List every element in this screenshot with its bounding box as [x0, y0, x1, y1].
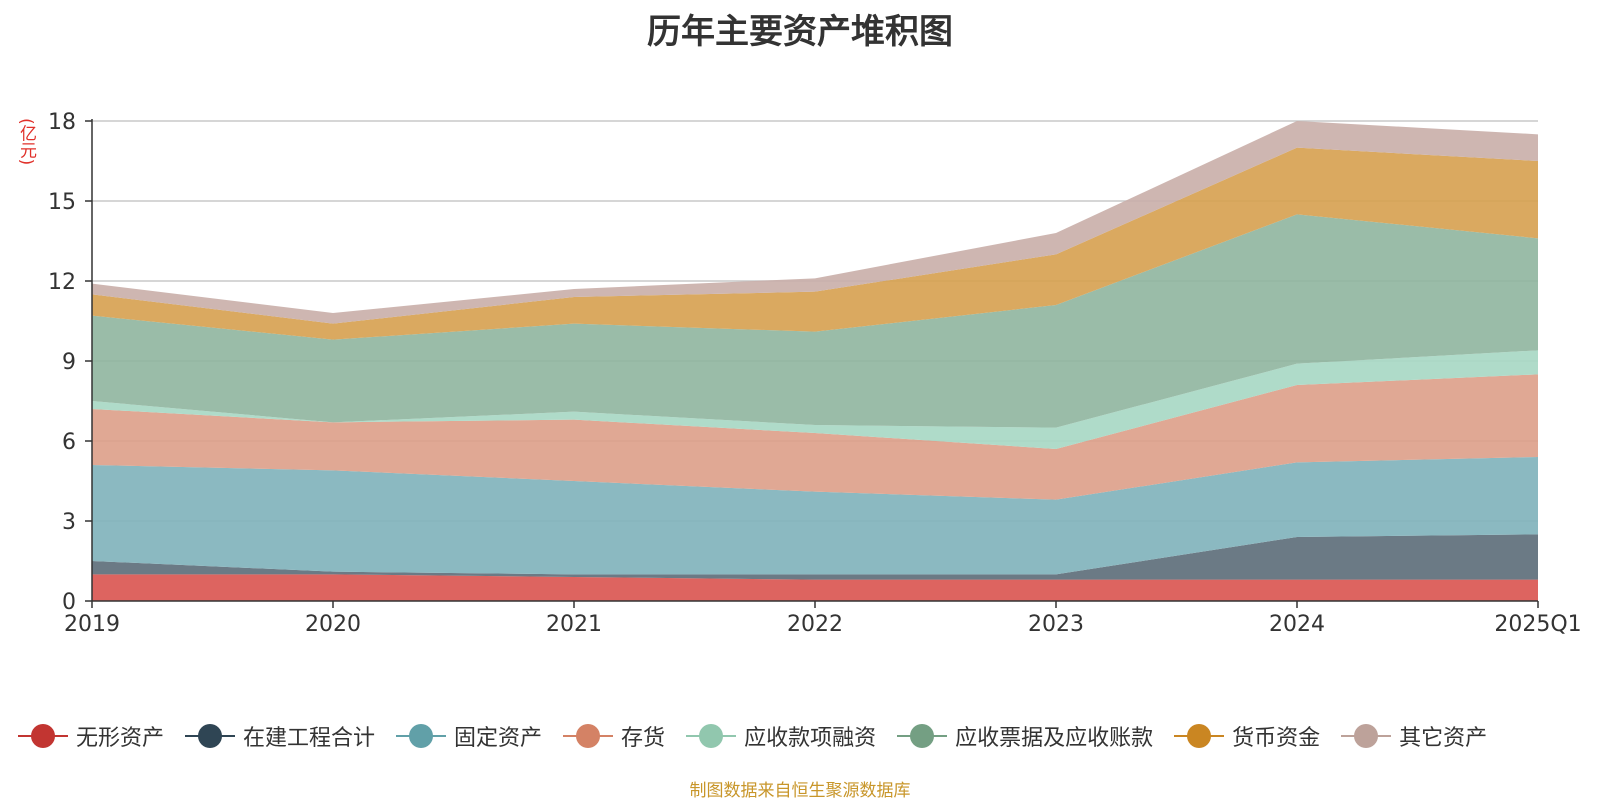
x-tick-label: 2023 — [1028, 612, 1084, 637]
area-series-6[interactable] — [92, 214, 1538, 428]
y-axis-unit: (亿元) — [16, 118, 36, 166]
legend-label: 无形资产 — [76, 726, 165, 751]
legend-label: 在建工程合计 — [243, 726, 376, 751]
legend-label: 固定资产 — [454, 726, 543, 751]
area-series — [92, 121, 1538, 601]
legend-label: 其它资产 — [1399, 726, 1488, 751]
x-tick-label: 2024 — [1269, 612, 1325, 637]
area-series-7[interactable] — [92, 147, 1538, 340]
legend-item-6[interactable]: 应收票据及应收账款 — [897, 720, 1153, 752]
y-tick-label: 18 — [48, 110, 76, 135]
legend-label: 货币资金 — [1232, 726, 1321, 751]
chart-title: 历年主要资产堆积图 — [647, 12, 953, 52]
axes: 0 3 6 9 12 15 18 2019 2020 2021 2022 2023 2024 2025Q1 — [48, 110, 1582, 637]
y-tick-label: 9 — [62, 350, 76, 375]
y-tick-label: 12 — [48, 270, 76, 295]
legend-marker-icon — [396, 724, 447, 748]
x-tick-label: 2025Q1 — [1494, 612, 1581, 637]
area-series-5[interactable] — [92, 350, 1538, 449]
legend-item-4[interactable]: 存货 — [563, 720, 665, 752]
y-tick-label: 15 — [48, 190, 76, 215]
y-tick-label: 6 — [62, 430, 76, 455]
legend-item-2[interactable]: 在建工程合计 — [185, 720, 375, 752]
y-tick-label: 3 — [62, 510, 76, 535]
data-source-note: 制图数据来自恒生聚源数据库 — [689, 781, 911, 801]
legend-marker-icon — [1174, 724, 1225, 748]
x-tick-label: 2020 — [305, 612, 361, 637]
area-series-8[interactable] — [92, 121, 1538, 324]
legend-label: 应收款项融资 — [744, 726, 877, 751]
area-series-1[interactable] — [92, 574, 1538, 601]
legend-label: 应收票据及应收账款 — [955, 726, 1154, 751]
legend-item-3[interactable]: 固定资产 — [396, 720, 542, 752]
legend-marker-icon — [18, 724, 68, 748]
legend-marker-icon — [185, 724, 236, 748]
y-tick-label: 0 — [62, 590, 76, 615]
legend-marker-icon — [686, 724, 737, 748]
area-series-2[interactable] — [92, 534, 1538, 580]
legend-item-7[interactable]: 货币资金 — [1174, 720, 1320, 752]
x-tick-label: 2021 — [546, 612, 602, 637]
legend-marker-icon — [1341, 724, 1392, 748]
x-tick-label: 2022 — [787, 612, 843, 637]
area-series-4[interactable] — [92, 374, 1538, 500]
legend-marker-icon — [563, 724, 614, 748]
legend-item-5[interactable]: 应收款项融资 — [686, 720, 876, 752]
area-series-3[interactable] — [92, 457, 1538, 575]
legend-item-8[interactable]: 其它资产 — [1341, 720, 1487, 752]
legend: 无形资产 在建工程合计 固定资产 存货 应收款项融资 应收票据及应收账款 货币资金 其它资产 — [18, 716, 1598, 756]
legend-item-1[interactable]: 无形资产 — [18, 720, 164, 752]
legend-label: 存货 — [621, 726, 666, 751]
x-tick-label: 2019 — [64, 612, 120, 637]
legend-marker-icon — [897, 724, 948, 748]
